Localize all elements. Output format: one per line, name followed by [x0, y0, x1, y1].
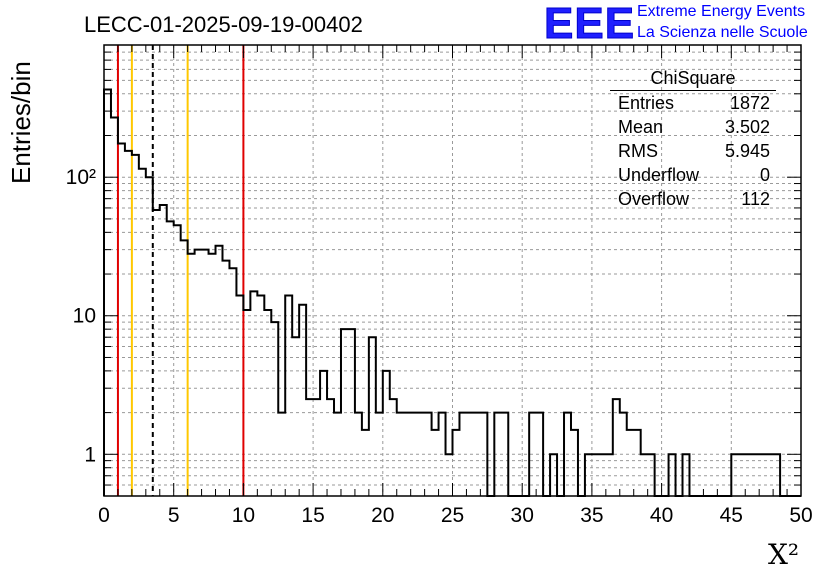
x-tick-label: 10 — [232, 504, 255, 527]
stats-label: Entries — [618, 93, 675, 113]
grid-layer — [104, 45, 801, 496]
stats-label: Overflow — [618, 189, 690, 209]
stats-row-underflow: Underflow 0 — [610, 163, 778, 187]
stats-value: 5.945 — [724, 141, 770, 161]
histogram-outline — [103, 88, 801, 497]
stats-row-mean: Mean 3.502 — [610, 115, 778, 139]
eee-logo: EEE — [543, 0, 636, 48]
histogram-layer — [103, 88, 801, 497]
stats-value: 0 — [759, 165, 770, 185]
stats-row-entries: Entries 1872 — [610, 91, 778, 115]
stats-value: 112 — [741, 189, 770, 209]
stats-label: RMS — [618, 141, 658, 161]
stats-box: ChiSquare Entries 1872 Mean 3.502 RMS 5.… — [610, 68, 778, 211]
x-tick-label: 20 — [371, 504, 394, 527]
stats-label: Mean — [618, 117, 664, 137]
x-tick-label: 0 — [98, 504, 110, 527]
x-axis-label: X² — [768, 538, 800, 571]
axes: 0 5 10 15 20 25 30 35 40 45 50 1 10 10² — [66, 44, 813, 527]
chart-title: LECC-01-2025-09-19-00402 — [84, 12, 363, 37]
stats-row-rms: RMS 5.945 — [610, 139, 778, 163]
reference-lines — [116, 45, 245, 496]
x-tick-label: 5 — [168, 504, 180, 527]
stats-label: Underflow — [618, 165, 700, 185]
eee-logo-line1: Extreme Energy Events — [637, 3, 806, 20]
x-tick-label: 40 — [650, 504, 673, 527]
x-tick-label: 45 — [720, 504, 743, 527]
stats-value: 3.502 — [724, 117, 770, 137]
x-tick-label: 25 — [441, 504, 464, 527]
y-tick-label: 10 — [73, 305, 96, 328]
stats-box-title: ChiSquare — [610, 68, 776, 91]
stats-value: 1872 — [729, 93, 770, 113]
x-tick-label: 50 — [789, 504, 812, 527]
y-tick-label: 10² — [66, 166, 96, 189]
x-tick-label: 30 — [511, 504, 534, 527]
stats-row-overflow: Overflow 112 — [610, 187, 778, 211]
y-tick-label: 1 — [84, 443, 96, 466]
x-tick-label: 15 — [301, 504, 324, 527]
eee-logo-line2: La Scienza nelle Scuole — [637, 24, 808, 41]
x-tick-label: 35 — [580, 504, 603, 527]
